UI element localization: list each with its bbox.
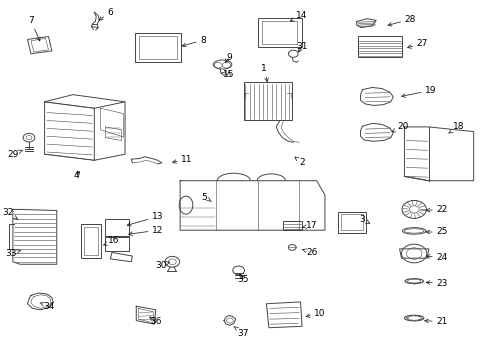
Text: 18: 18 (448, 122, 464, 133)
Text: 13: 13 (127, 212, 163, 226)
Text: 23: 23 (426, 279, 447, 288)
Text: 26: 26 (302, 248, 317, 257)
Text: 19: 19 (401, 86, 436, 98)
Text: 36: 36 (149, 317, 161, 326)
Text: 35: 35 (237, 274, 249, 284)
Text: 11: 11 (172, 155, 192, 164)
Text: 27: 27 (407, 39, 427, 48)
Text: 8: 8 (182, 36, 205, 47)
Text: 33: 33 (6, 249, 20, 258)
Text: 28: 28 (387, 15, 415, 26)
Text: 34: 34 (40, 302, 54, 311)
Bar (139, 36, 176, 59)
Text: 1: 1 (261, 64, 268, 82)
Text: 20: 20 (391, 122, 408, 132)
Text: 31: 31 (296, 42, 307, 52)
Text: 9: 9 (225, 53, 231, 63)
Bar (283, 221, 301, 230)
Text: 29: 29 (7, 150, 22, 159)
Text: 15: 15 (223, 70, 234, 79)
Text: 25: 25 (426, 228, 447, 237)
Text: 32: 32 (2, 208, 18, 219)
Bar (257, 18, 301, 47)
Text: 14: 14 (290, 10, 307, 21)
Text: 10: 10 (305, 309, 325, 318)
Text: 30: 30 (155, 261, 169, 270)
Bar (262, 21, 297, 44)
Text: 4: 4 (73, 171, 80, 180)
Text: 16: 16 (103, 237, 120, 246)
Text: 7: 7 (28, 16, 40, 41)
Bar (357, 36, 402, 57)
Text: 17: 17 (302, 221, 317, 230)
Text: 22: 22 (426, 205, 447, 214)
Bar (244, 82, 291, 120)
Text: 21: 21 (424, 317, 447, 326)
Text: 2: 2 (294, 157, 304, 167)
Bar (81, 224, 101, 258)
Bar (134, 33, 181, 62)
Text: 12: 12 (128, 226, 163, 235)
Text: 24: 24 (426, 253, 447, 262)
Bar (104, 237, 129, 251)
Bar (104, 219, 129, 236)
Text: 5: 5 (201, 193, 211, 202)
Bar (83, 226, 98, 255)
Text: 6: 6 (99, 8, 113, 20)
Bar (340, 214, 362, 230)
Bar (337, 212, 365, 233)
Text: 37: 37 (233, 327, 249, 338)
Text: 3: 3 (359, 215, 369, 224)
